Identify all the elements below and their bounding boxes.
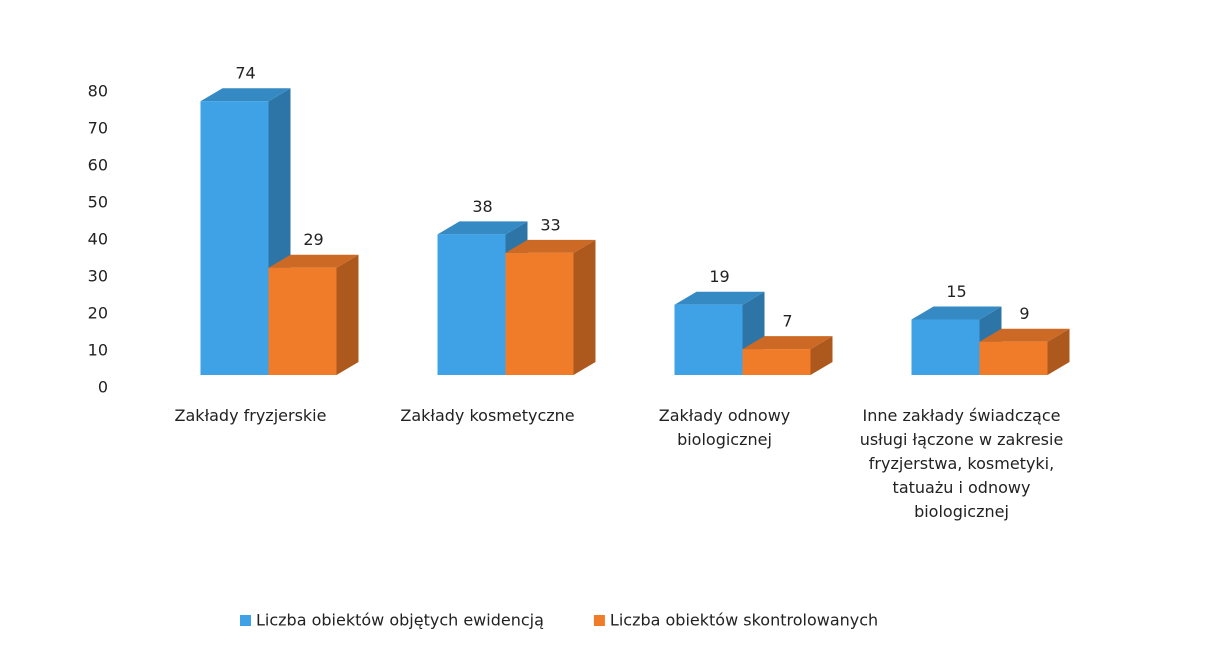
bar-top (674, 291, 765, 305)
y-tick-label: 30 (88, 267, 108, 286)
bar (742, 349, 811, 375)
value-label: 33 (540, 215, 560, 234)
legend-label: Liczba obiektów skontrolowanych (610, 611, 878, 630)
bar (268, 267, 337, 375)
bar-top (200, 88, 291, 102)
bar-top (911, 306, 1002, 320)
bar-top (979, 328, 1070, 342)
bar (979, 341, 1048, 375)
y-tick-label: 40 (88, 230, 108, 249)
y-tick-label: 60 (88, 156, 108, 175)
bar-side (336, 254, 359, 375)
x-tick-label: Zakłady kosmetyczne (400, 406, 575, 425)
x-tick-label: Inne zakłady świadczące usługi łączone w… (859, 406, 1064, 521)
bar (674, 304, 743, 375)
bar (437, 234, 506, 375)
legend-swatch (593, 615, 605, 626)
value-label: 29 (303, 230, 323, 249)
value-label: 19 (709, 267, 729, 286)
bar-top (268, 254, 359, 268)
x-tick-label: Zakłady odnowy biologicznej (658, 406, 791, 449)
y-tick-label: 50 (88, 193, 108, 212)
bar-side (573, 239, 596, 375)
bar-top (742, 336, 833, 350)
y-tick-label: 0 (98, 378, 108, 397)
legend-swatch (240, 615, 251, 626)
bar-side (1047, 328, 1070, 375)
value-label: 7 (782, 312, 792, 331)
x-tick-label: Zakłady fryzjerskie (174, 406, 327, 425)
value-label: 38 (472, 197, 492, 216)
value-label: 74 (235, 64, 255, 83)
legend-label: Liczba obiektów objętych ewidencją (256, 611, 544, 630)
y-tick-label: 20 (88, 304, 108, 323)
bar-side (810, 336, 833, 375)
bar-top (437, 221, 528, 235)
y-tick-label: 10 (88, 341, 108, 360)
value-label: 15 (946, 282, 966, 301)
bar-top (505, 239, 596, 253)
y-tick-label: 70 (88, 119, 108, 138)
bar (505, 252, 574, 375)
y-tick-label: 80 (88, 82, 108, 101)
value-label: 9 (1019, 304, 1029, 323)
bar (911, 319, 980, 375)
bar (200, 101, 269, 375)
